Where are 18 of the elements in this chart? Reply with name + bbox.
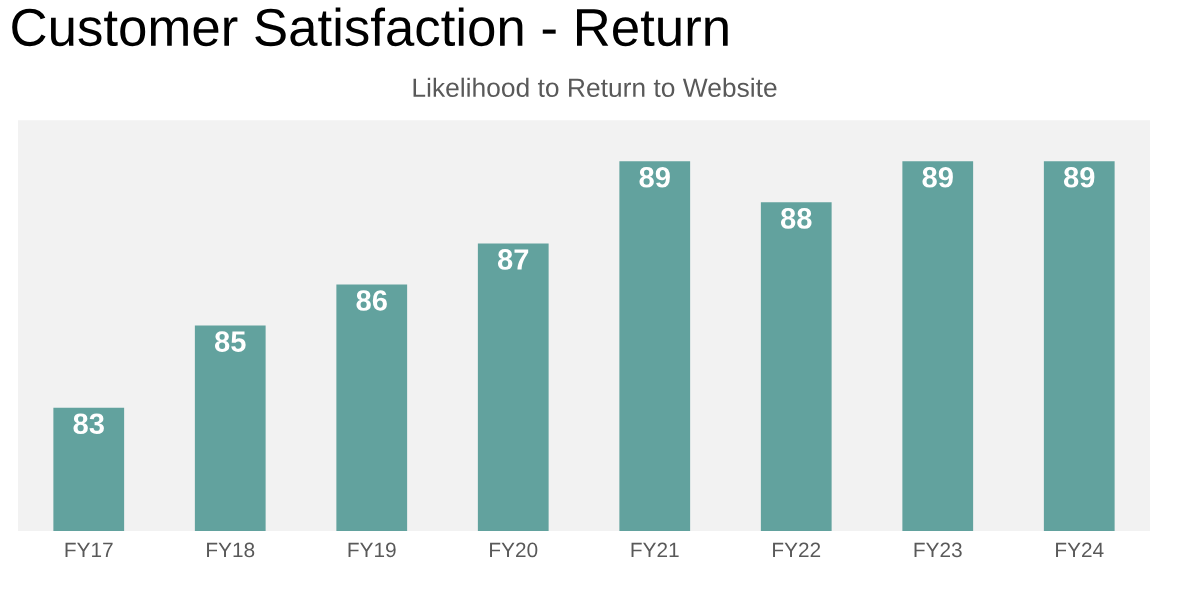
x-tick-label: FY18	[207, 542, 255, 558]
data-label: 87	[497, 249, 529, 270]
data-label: 89	[639, 166, 670, 188]
x-tick-label: FY19	[348, 542, 396, 558]
x-tick-label: FY22	[773, 542, 821, 558]
x-tick-label: FY21	[631, 542, 679, 558]
data-label: 89	[1063, 166, 1095, 188]
x-tick-label: FY20	[490, 542, 538, 558]
data-label: 83	[73, 413, 104, 435]
data-label: 85	[214, 331, 246, 352]
x-tick-label: FY17	[65, 542, 113, 558]
data-label: 86	[356, 290, 387, 311]
chart-subtitle: Likelihood to Return to Website	[413, 77, 777, 98]
data-label: 88	[780, 208, 812, 229]
x-tick-label: FY23	[914, 542, 962, 558]
chart-title: Customer Satisfaction - Return	[12, 7, 728, 47]
x-tick-label: FY24	[1056, 542, 1104, 558]
data-label: 89	[922, 166, 953, 188]
